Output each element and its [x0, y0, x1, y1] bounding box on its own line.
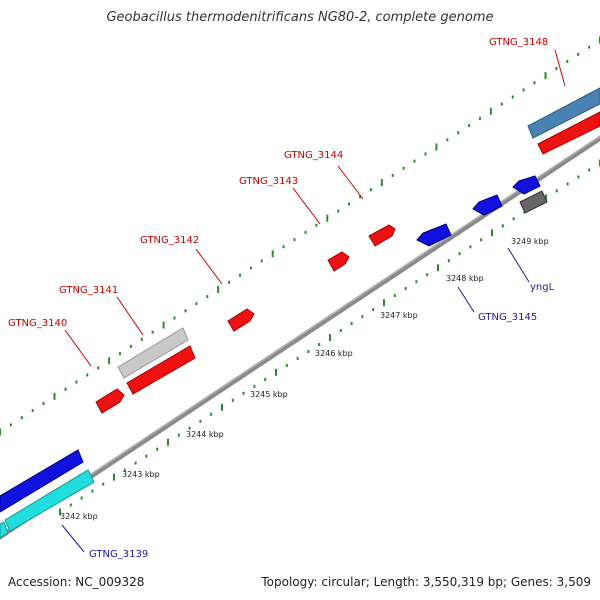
- connector-gtng-3144: [337, 165, 364, 200]
- gene-feature-gtng-3140[interactable]: [95, 388, 125, 414]
- connector-gtng-3139: [61, 524, 85, 553]
- gene-label-gtng-3140[interactable]: GTNG_3140: [8, 318, 67, 329]
- gene-feature-yngl[interactable]: [472, 194, 503, 216]
- ruler-label: 3244 kbp: [186, 430, 224, 439]
- gene-feature-pseudo[interactable]: [519, 190, 548, 214]
- connector-gtng-3143: [292, 187, 321, 225]
- gene-label-gtng-3148[interactable]: GTNG_3148: [489, 37, 548, 48]
- gene-feature-gtng-3142[interactable]: [227, 308, 255, 332]
- ruler-label: 3246 kbp: [315, 349, 353, 358]
- outer-tick-ring: [0, 36, 600, 436]
- inner-tick-ring: [59, 159, 600, 516]
- gene-label-yngl[interactable]: yngL: [530, 282, 555, 293]
- ruler-labels: 3242 kbp 3243 kbp 3244 kbp 3245 kbp 3246…: [60, 237, 549, 521]
- map-title: Geobacillus thermodenitrificans NG80-2, …: [106, 10, 494, 25]
- gene-feature-gtng-3139-cds[interactable]: [4, 469, 95, 532]
- gene-feature-gtng-3139-tail[interactable]: [0, 521, 9, 539]
- ruler-label: 3249 kbp: [511, 237, 549, 246]
- gene-feature-gtng-3141[interactable]: [117, 327, 189, 379]
- ruler-label: 3247 kbp: [380, 311, 418, 320]
- gene-label-gtng-3145[interactable]: GTNG_3145: [478, 312, 537, 323]
- gene-label-gtng-3139[interactable]: GTNG_3139: [89, 549, 148, 560]
- plus-strand-features: [95, 87, 600, 414]
- gene-label-gtng-3142[interactable]: GTNG_3142: [140, 235, 199, 246]
- ruler-label: 3245 kbp: [250, 390, 288, 399]
- gene-feature-gtng-3143[interactable]: [327, 251, 350, 272]
- genome-backbone: [0, 135, 600, 540]
- gene-labels: GTNG_3148 GTNG_3144 GTNG_3143 GTNG_3142 …: [8, 37, 555, 560]
- connector-gtng-3140: [64, 329, 92, 367]
- gene-feature-gtng-3144[interactable]: [368, 224, 396, 247]
- genome-summary-text: Topology: circular; Length: 3,550,319 bp…: [261, 575, 591, 589]
- gene-label-gtng-3143[interactable]: GTNG_3143: [239, 176, 298, 187]
- connector-gtng-3145: [457, 286, 475, 313]
- gene-feature-gtng-3148-cds[interactable]: [537, 111, 600, 155]
- ruler-label: 3243 kbp: [122, 470, 160, 479]
- label-connectors: [61, 49, 566, 553]
- ruler-label: 3248 kbp: [446, 274, 484, 283]
- gene-label-gtng-3141[interactable]: GTNG_3141: [59, 285, 118, 296]
- gene-feature-gtng-3148[interactable]: [527, 87, 600, 139]
- gene-feature-minus-upper[interactable]: [512, 175, 541, 195]
- gene-label-gtng-3144[interactable]: GTNG_3144: [284, 150, 343, 161]
- gene-feature-gtng-3139[interactable]: [0, 449, 84, 513]
- connector-gtng-3142: [195, 248, 223, 285]
- gene-feature-gtng-3141-cds[interactable]: [126, 345, 196, 395]
- connector-gtng-3148: [554, 49, 566, 87]
- connector-yngl: [507, 247, 530, 283]
- minus-strand-features: [0, 175, 548, 539]
- ruler-label: 3242 kbp: [60, 512, 98, 521]
- connector-gtng-3141: [116, 296, 144, 336]
- gene-feature-gtng-3145[interactable]: [416, 223, 452, 247]
- accession-text: Accession: NC_009328: [8, 575, 145, 589]
